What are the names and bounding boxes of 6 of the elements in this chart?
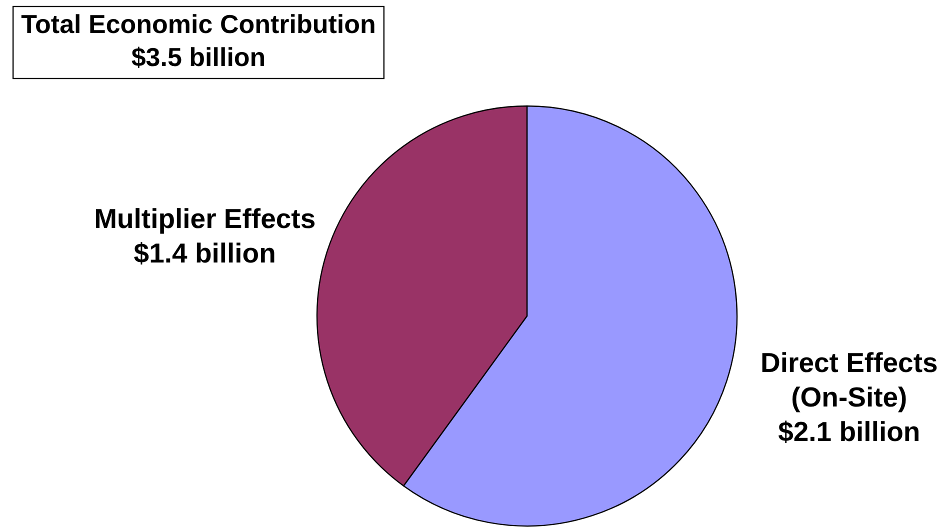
data-label: $1.4 billion (134, 237, 276, 268)
slice-label: Direct Effects (On-Site) (760, 347, 938, 413)
data-label: $2.1 billion (778, 416, 920, 448)
chart-subtitle: $3.5 billion (131, 42, 266, 72)
chart-title: Total Economic Contribution (21, 9, 376, 39)
slice-label: Multiplier Effects (94, 202, 316, 234)
